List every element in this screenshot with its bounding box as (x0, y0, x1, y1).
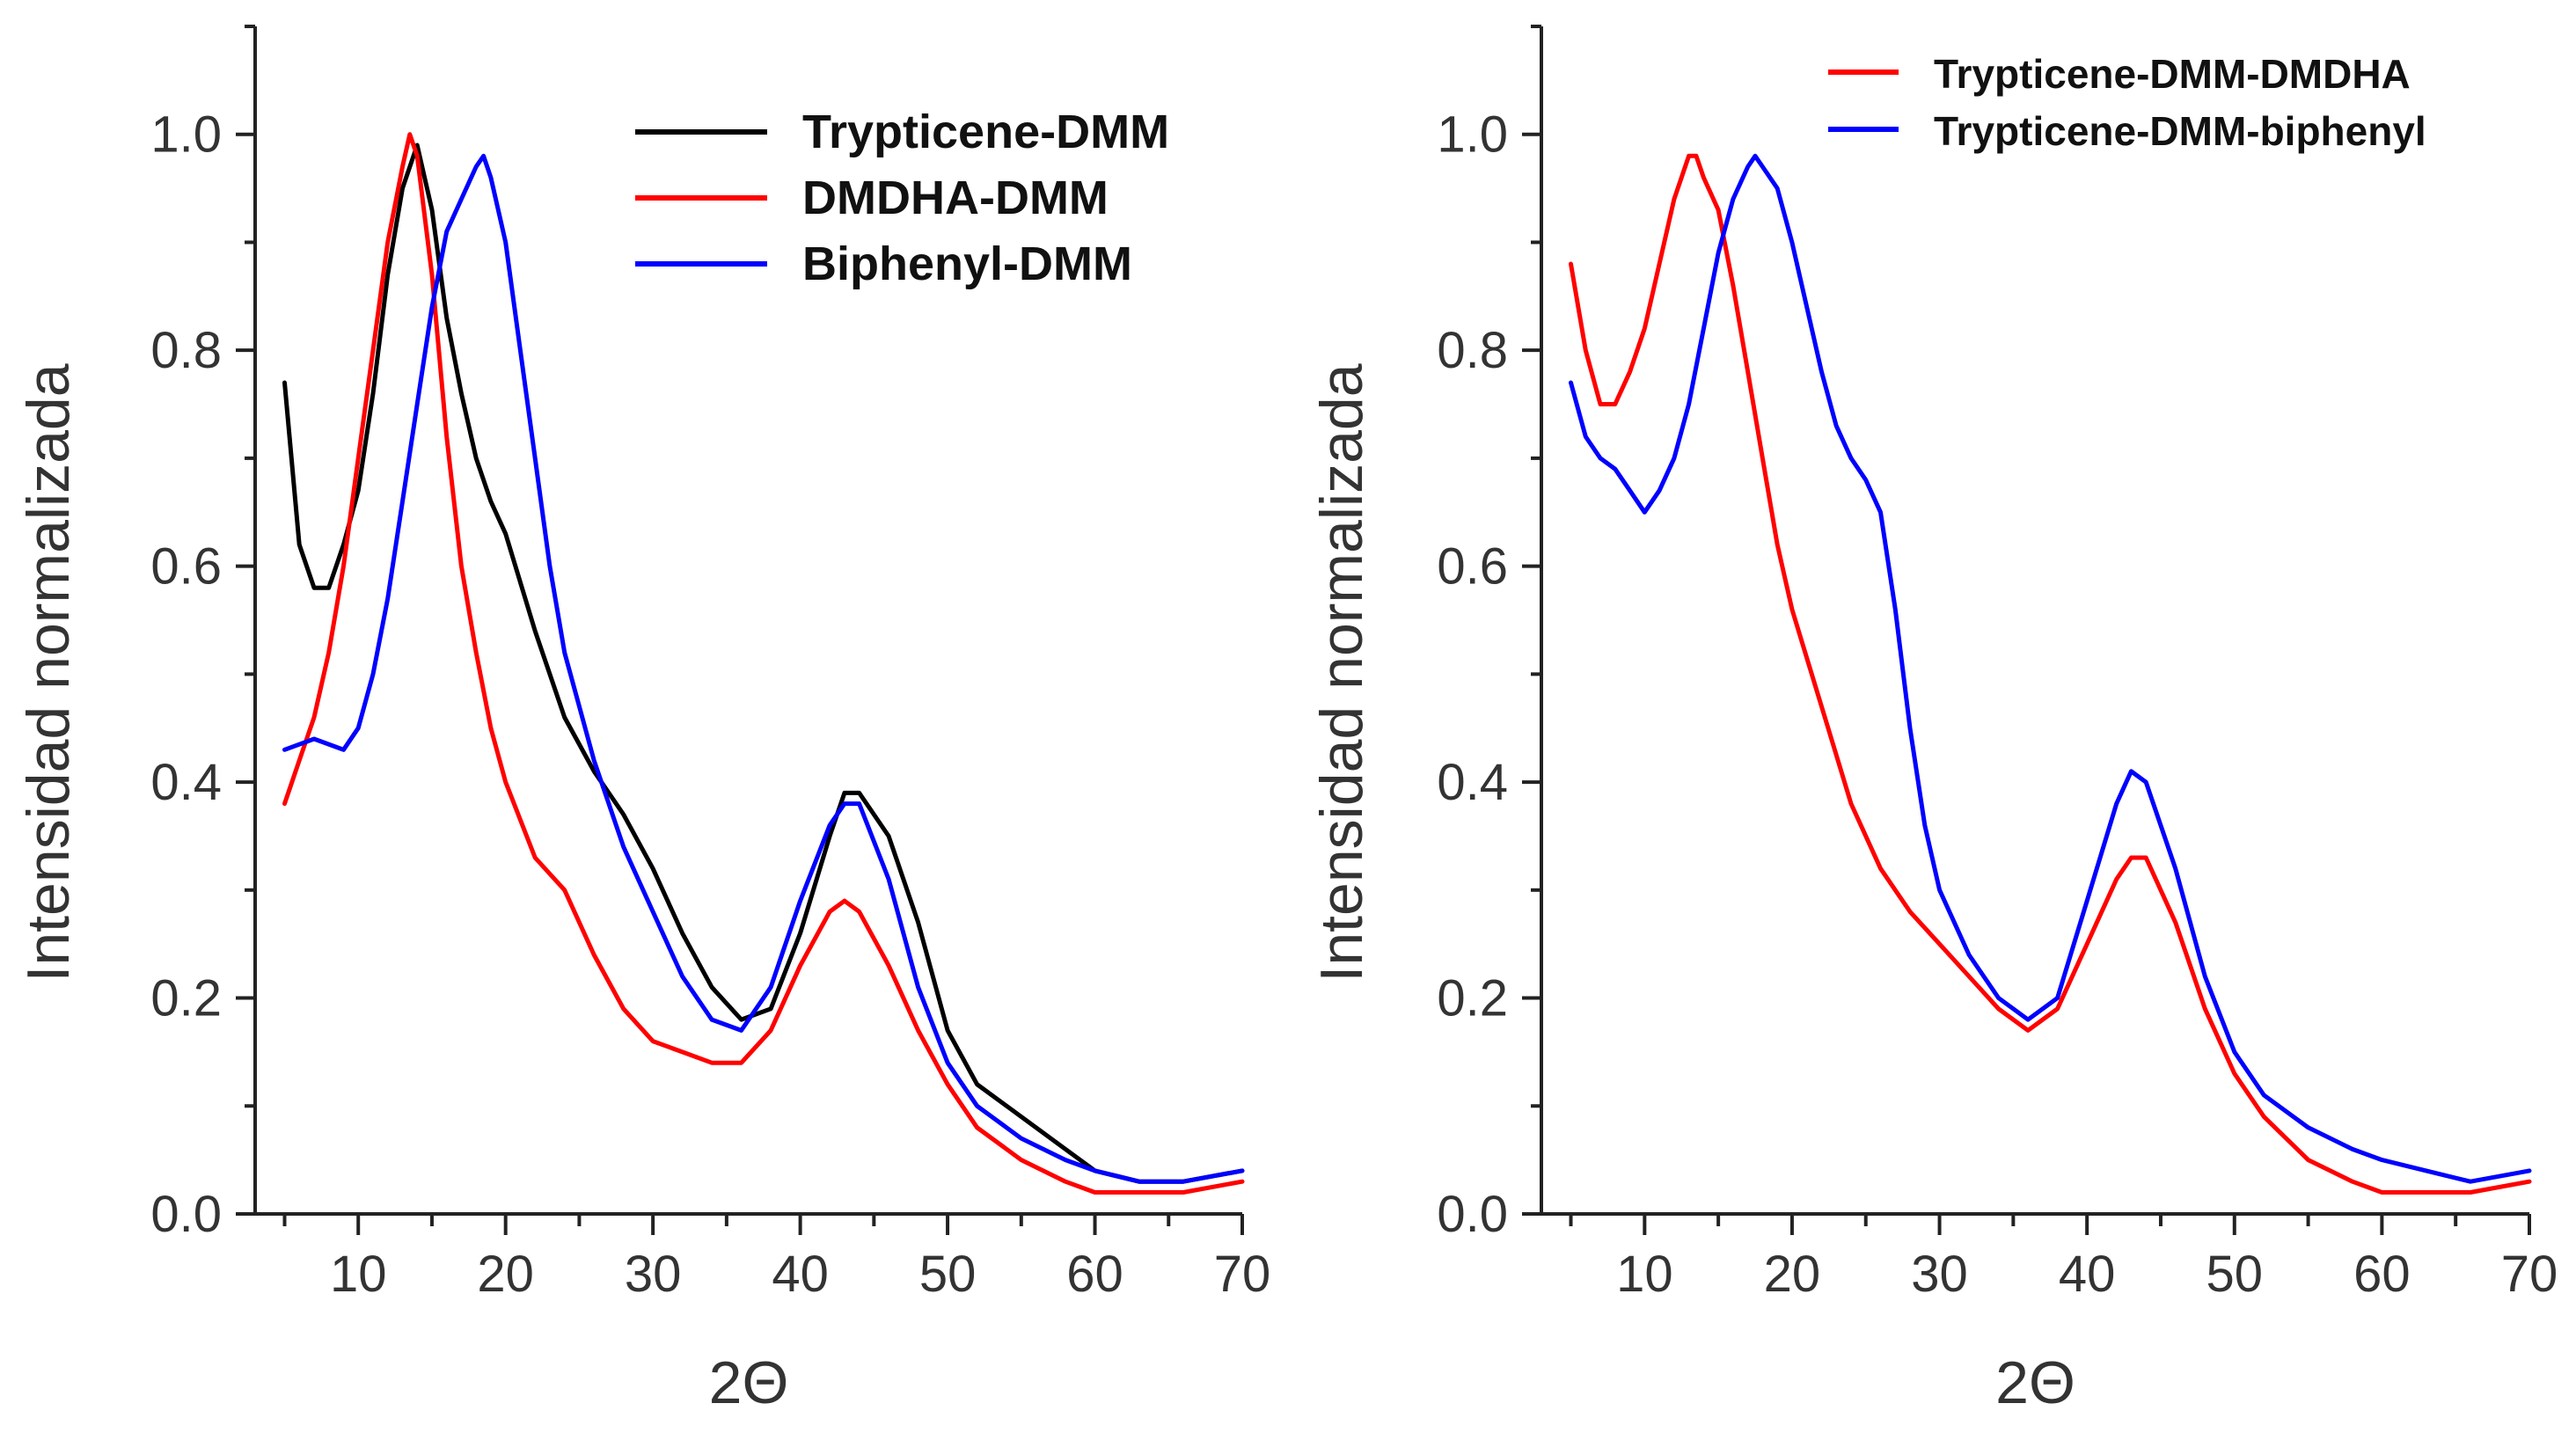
y-tick-label: 0.8 (150, 322, 222, 379)
y-axis-title: Intensidad normalizada (15, 363, 82, 982)
x-tick-label: 10 (330, 1246, 387, 1303)
x-tick-label: 20 (477, 1246, 534, 1303)
y-axis-title: Intensidad normalizada (1308, 363, 1375, 982)
x-tick-label: 60 (1066, 1246, 1123, 1303)
y-tick-label: 0.2 (150, 970, 222, 1027)
y-tick-label: 0.2 (1437, 970, 1508, 1027)
legend-label: Trypticene-DMM-DMDHA (1934, 51, 2411, 97)
left-chart-panel: 0.0 0.2 0.4 0.6 0.8 1.0 10 20 30 40 50 60 70 2Θ Intens… (15, 25, 1271, 1416)
x-tick-label: 50 (2206, 1246, 2264, 1303)
y-tick-label: 0.4 (1437, 754, 1508, 811)
series-line-trypticene-dmm (282, 143, 1245, 1184)
x-axis-title: 2Θ (1995, 1349, 2075, 1416)
x-tick-label: 70 (1214, 1246, 1271, 1303)
y-tick-label: 0.4 (150, 754, 222, 811)
x-tick-label: 20 (1764, 1246, 1821, 1303)
legend-label: Trypticene-DMM (802, 106, 1169, 158)
x-tick-label: 10 (1616, 1246, 1673, 1303)
x-tick-label: 30 (625, 1246, 682, 1303)
x-axis-title: 2Θ (709, 1349, 789, 1416)
x-tick-label: 70 (2501, 1246, 2558, 1303)
series-line-dmdha-dmm (282, 132, 1245, 1195)
y-tick-label: 0.6 (150, 538, 222, 596)
x-tick-label: 30 (1911, 1246, 1968, 1303)
y-tick-label: 0.0 (1437, 1186, 1508, 1243)
legend-label: Biphenyl-DMM (802, 238, 1132, 290)
y-tick-label: 0.8 (1437, 322, 1508, 379)
x-tick-label: 50 (919, 1246, 977, 1303)
legend-label: Trypticene-DMM-biphenyl (1934, 108, 2426, 154)
y-tick-label: 0.0 (150, 1186, 222, 1243)
y-tick-label: 0.6 (1437, 538, 1508, 596)
x-tick-label: 60 (2353, 1246, 2411, 1303)
series-line-trypticene-dmm-dmdha (1569, 153, 2532, 1195)
series-line-biphenyl-dmm (282, 153, 1245, 1184)
x-tick-label: 40 (772, 1246, 829, 1303)
x-tick-label: 40 (2059, 1246, 2116, 1303)
legend-label: DMDHA-DMM (802, 172, 1109, 224)
series-line-trypticene-dmm-biphenyl (1569, 153, 2532, 1184)
y-tick-label: 1.0 (1437, 106, 1508, 164)
y-tick-label: 1.0 (150, 106, 222, 164)
right-chart-panel: 0.0 0.2 0.4 0.6 0.8 1.0 10 20 30 40 50 60 70 2Θ Intens… (1308, 25, 2558, 1416)
